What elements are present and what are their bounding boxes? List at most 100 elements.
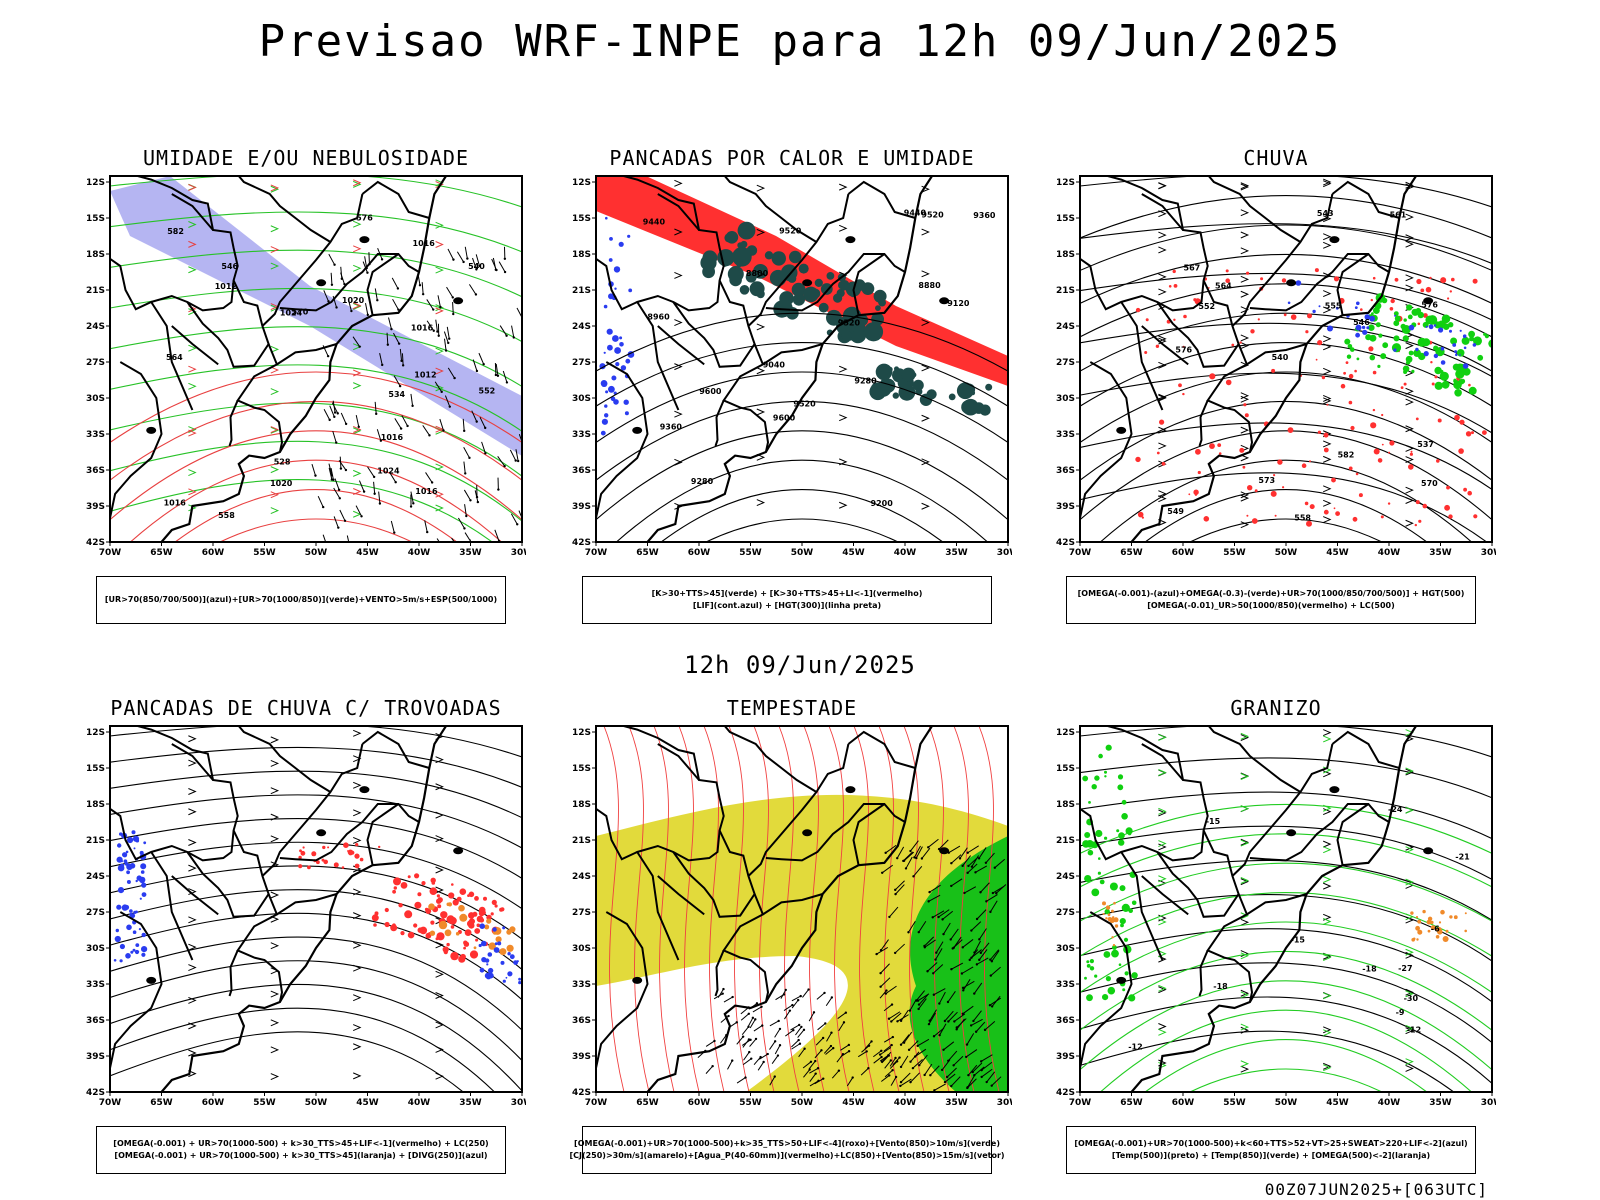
wind-vector-head	[503, 270, 507, 274]
streamline-arrow	[1158, 361, 1167, 369]
contour-label: -30	[1404, 994, 1419, 1003]
contour-line	[1080, 371, 1492, 444]
streamline-arrow	[1240, 878, 1250, 886]
contour-label: 9280	[691, 477, 714, 486]
country-border	[636, 851, 680, 961]
wind-vector-head	[880, 1049, 883, 1052]
streamline-arrow	[1405, 988, 1414, 996]
wind-vector-head	[932, 1035, 936, 1038]
wind-vector	[991, 995, 1001, 1007]
wind-vector-head	[984, 861, 988, 864]
wind-vector	[967, 845, 979, 854]
country-border	[171, 743, 214, 781]
rain-pixel-red	[1239, 341, 1242, 344]
streamline-arrow	[1405, 425, 1414, 433]
rain-pixel-blue	[1423, 351, 1429, 357]
storm-pixel-red	[311, 851, 317, 857]
wind-vector-head	[950, 1084, 953, 1088]
lat-tick-label: 21S	[572, 286, 591, 296]
omega-pixel-orange	[1449, 915, 1453, 919]
wind-vector	[727, 1060, 733, 1070]
instability-blob	[764, 251, 774, 260]
rain-pixel-red	[1287, 427, 1294, 433]
rain-pixel-red	[1482, 430, 1487, 435]
map-frame: 1016 1016 1016 1016 1012 1020 1024 1024 1016 1012…	[86, 174, 526, 574]
streamline-arrow	[1405, 213, 1414, 221]
wind-vector	[410, 393, 414, 406]
legend-line: [OMEGA(-0.001) + UR>70(1000-500) + k>30_…	[113, 1139, 489, 1148]
panel-title: TEMPESTADE	[726, 696, 858, 720]
wind-vector-head	[975, 963, 979, 966]
country-border	[852, 253, 885, 316]
rain-pixel-blue	[1454, 350, 1458, 354]
contour-label: -18	[1213, 982, 1228, 991]
rain-pixel-blue	[1449, 329, 1452, 333]
lake-marker	[939, 297, 950, 305]
contour-line	[1080, 312, 1492, 372]
wind-vector-head	[421, 292, 425, 296]
storm-pixel-red	[436, 894, 440, 898]
streamline-red	[878, 726, 900, 1092]
wind-vector-head	[908, 1009, 912, 1012]
contour-label: 543	[1317, 209, 1334, 218]
contour-line	[1080, 224, 1492, 272]
rain-pixel-green	[1441, 314, 1451, 324]
wind-vector-head	[462, 429, 466, 433]
wind-vector	[978, 847, 987, 859]
country-border	[1141, 743, 1184, 781]
wind-vector	[388, 317, 392, 330]
storm-pixel-red	[384, 921, 390, 928]
streamline-arrow	[921, 414, 930, 422]
divergence-pixel-blue	[115, 928, 119, 933]
rain-pixel-red	[1390, 298, 1395, 304]
rain-pixel-green	[1448, 322, 1454, 328]
rain-pixel-green	[1452, 363, 1460, 371]
wind-vector	[492, 257, 497, 270]
rain-pixel-red	[1408, 464, 1414, 470]
divergence-pixel-blue	[143, 841, 147, 845]
omega-pixel-orange	[1102, 913, 1105, 915]
wind-vector-head	[394, 553, 396, 555]
wind-vector-head	[791, 1003, 794, 1007]
map-frame: 12S 15S 18S 21S 24S 27S 30S 33S 36S 39S 42S 70W 65W 6…	[572, 724, 1012, 1124]
lat-tick-label: 12S	[86, 728, 105, 738]
contour-label: 570	[292, 308, 309, 317]
storm-pixel-red	[459, 957, 464, 962]
wind-vector-head	[514, 459, 517, 462]
wind-vector-head	[832, 1046, 835, 1050]
lat-tick-label: 12S	[86, 178, 105, 188]
wind-vector-head	[327, 300, 330, 303]
wind-vector-head	[463, 527, 466, 530]
wind-vector	[927, 962, 938, 972]
contour-label: 558	[1294, 514, 1311, 523]
country-border	[1336, 803, 1369, 866]
wind-vector-head	[469, 499, 472, 502]
streamline-arrow	[1240, 773, 1250, 780]
storm-pixel-red	[494, 904, 498, 908]
wind-vector-head	[373, 492, 376, 495]
omega-pixel-orange	[1114, 924, 1119, 928]
wind-vector	[468, 284, 477, 295]
instability-blob	[880, 378, 896, 393]
streamline-arrow	[1323, 1062, 1332, 1070]
rain-pixel-green	[1402, 335, 1409, 342]
wind-vector	[510, 513, 518, 525]
rain-pixel-red	[1145, 318, 1149, 322]
contour-line	[110, 818, 522, 879]
wind-vector	[447, 248, 454, 260]
contour-label: 9360	[660, 423, 683, 432]
divergence-pixel-blue	[141, 892, 147, 897]
wind-vector	[895, 884, 905, 895]
rain-pixel-red	[1437, 418, 1442, 423]
divergence-pixel-blue	[141, 882, 147, 888]
divergence-pixel-blue	[509, 954, 515, 960]
wind-vector-head	[396, 287, 400, 290]
lon-tick-label: 55W	[739, 1098, 762, 1108]
storm-pixel-red	[440, 911, 448, 919]
streamline-arrow	[1158, 460, 1167, 468]
country-border	[1231, 193, 1334, 327]
divergence-pixel-blue	[478, 943, 482, 948]
streamline-arrow	[1240, 491, 1250, 499]
streamline-arrow	[839, 224, 848, 232]
wind-vector-head	[907, 931, 910, 934]
